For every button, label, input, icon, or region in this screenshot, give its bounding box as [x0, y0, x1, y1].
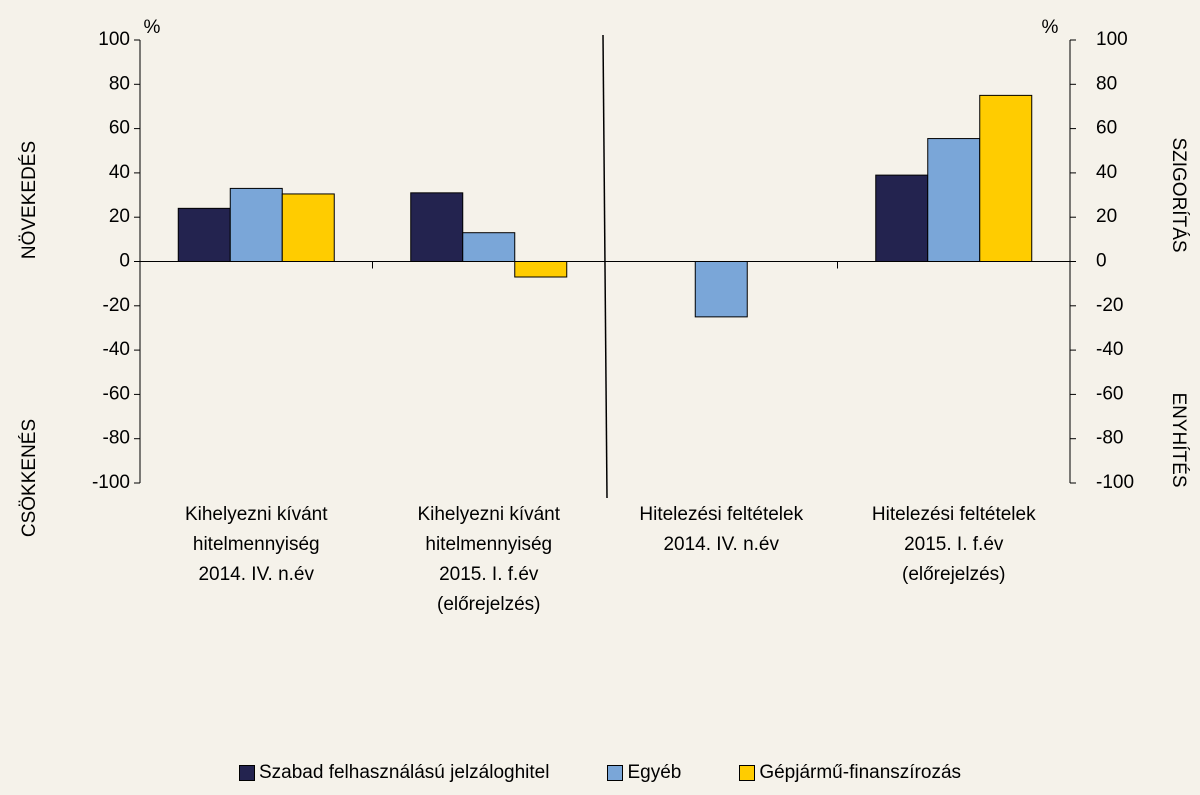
bar — [927, 138, 981, 263]
x-tick-label: Kihelyezni kívánt hitelmennyiség 2015. I… — [417, 504, 561, 615]
bar — [875, 174, 929, 263]
legend-swatch — [607, 765, 624, 781]
legend-swatch — [739, 765, 756, 781]
y2-unit: % — [1042, 17, 1059, 38]
legend-label: Egyéb — [627, 762, 682, 783]
y2-tick-label: 80 — [1096, 73, 1117, 94]
legend: Szabad felhasználású jelzáloghitel Egyéb G… — [0, 762, 1200, 784]
y2-tick-label: 0 — [1096, 251, 1107, 272]
y-tick-label: -60 — [103, 383, 130, 404]
bar — [694, 261, 748, 318]
legend-label: Gépjármű-finanszírozás — [759, 762, 962, 783]
y-tick-label: 40 — [109, 162, 130, 183]
y-unit: % — [144, 17, 161, 38]
legend-item: Gépjármű-finanszírozás — [739, 762, 961, 784]
y-tick-label: -80 — [103, 428, 130, 449]
y2-tick-label: 60 — [1096, 118, 1117, 139]
y2-tick-label: -40 — [1096, 339, 1123, 360]
x-tick-label: Hitelezési feltételek 2015. I. f.év (elő… — [871, 504, 1036, 585]
y-tick-label: 0 — [119, 251, 130, 272]
x-tick-label: Kihelyezni kívánt hitelmennyiség 2014. I… — [184, 504, 328, 585]
x-tick-label: Hitelezési feltételek 2014. IV. n.év — [639, 504, 804, 555]
y2-tick-label: -60 — [1096, 383, 1123, 404]
bar — [979, 94, 1033, 262]
y2-tick-label: 20 — [1096, 206, 1117, 227]
bar — [177, 207, 231, 262]
bar — [281, 193, 335, 263]
legend-label: Szabad felhasználású jelzáloghitel — [258, 762, 550, 783]
legend-swatch — [238, 765, 255, 781]
y2-label-top: SZIGORÍTÁS — [1168, 137, 1189, 252]
y-tick-label: 80 — [109, 73, 130, 94]
y-tick-label: -20 — [103, 295, 130, 316]
y-label-top: NÖVEKEDÉS — [19, 141, 40, 259]
y2-tick-label: -20 — [1096, 295, 1123, 316]
y-tick-label: -100 — [92, 472, 130, 493]
y2-tick-label: -80 — [1096, 428, 1123, 449]
y2-tick-label: 40 — [1096, 162, 1117, 183]
bar — [229, 187, 283, 262]
y-tick-label: 100 — [98, 29, 130, 50]
y2-label-bottom: ENYHÍTÉS — [1168, 392, 1189, 487]
legend-item: Szabad felhasználású jelzáloghitel — [238, 762, 550, 784]
y-label-bottom: CSÖKKENÉS — [19, 419, 40, 537]
y-tick-label: 20 — [109, 206, 130, 227]
bar — [410, 192, 464, 263]
legend-item: Egyéb — [607, 762, 681, 784]
bar — [514, 261, 568, 278]
y-tick-label: 60 — [109, 118, 130, 139]
y2-tick-label: 100 — [1096, 29, 1128, 50]
y-tick-label: -40 — [103, 339, 130, 360]
y2-tick-label: -100 — [1096, 472, 1134, 493]
bar — [462, 232, 516, 263]
